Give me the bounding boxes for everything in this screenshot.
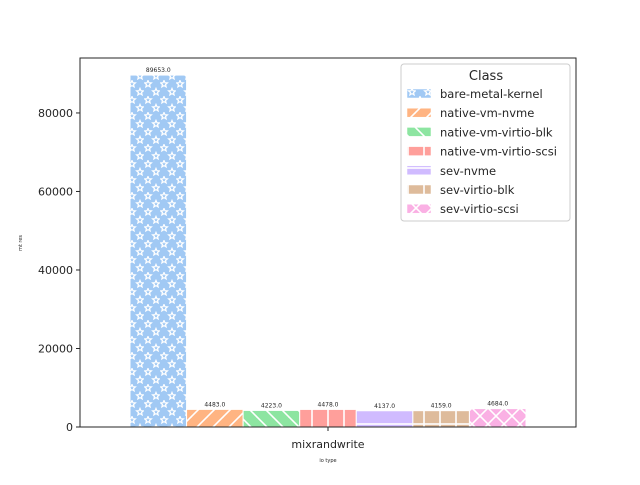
bar-bare-metal-kernel: [129, 74, 188, 428]
legend-swatch-bare-metal-kernel: [406, 88, 432, 99]
legend-swatch-sev-nvme: [406, 165, 432, 176]
legend: Class bare-metal-kernel native-vm-nvme nat…: [400, 63, 571, 222]
legend-label-native-vm-nvme: native-vm-nvme: [440, 106, 534, 120]
legend-label-sev-virtio-blk: sev-virtio-blk: [440, 183, 515, 197]
y-tick-label: 60000: [38, 185, 73, 198]
y-tick-label: 80000: [38, 107, 73, 120]
legend-label-native-vm-virtio-scsi: native-vm-virtio-scsi: [440, 145, 557, 159]
legend-label-bare-metal-kernel: bare-metal-kernel: [440, 87, 543, 101]
legend-title: Class: [469, 69, 503, 84]
x-axis-label: io type: [319, 458, 336, 464]
bar-value-label-sev-nvme: 4137.0: [374, 403, 395, 410]
legend-swatch-native-vm-virtio-blk: [406, 127, 432, 137]
y-axis: 0 20000 40000 60000 80000: [38, 107, 80, 434]
y-tick-label: 20000: [38, 342, 73, 355]
legend-swatch-native-vm-virtio-scsi: [406, 146, 432, 156]
x-tick-label: mixrandwrite: [291, 438, 364, 451]
legend-label-sev-nvme: sev-nvme: [440, 164, 496, 178]
y-tick-label: 0: [66, 421, 73, 434]
legend-swatch-sev-virtio-scsi: [406, 203, 432, 214]
bar-sev-virtio-blk: [412, 410, 470, 428]
bar-value-label-native-vm-virtio-scsi: 4478.0: [318, 401, 339, 408]
bar-native-vm-virtio-blk: [242, 409, 301, 428]
bar-sev-nvme: [355, 410, 414, 428]
bar-value-label-native-vm-virtio-blk: 4223.0: [261, 402, 282, 409]
y-axis-label: mt res: [18, 235, 24, 251]
legend-label-sev-virtio-scsi: sev-virtio-scsi: [440, 202, 519, 216]
bar-value-label-sev-virtio-blk: 4159.0: [431, 403, 452, 410]
bar-native-vm-nvme: [186, 408, 244, 428]
bar-value-label-bare-metal-kernel: 89653.0: [146, 67, 171, 74]
bars-layer: [129, 74, 527, 428]
bar-value-label-native-vm-nvme: 4483.0: [204, 401, 225, 408]
legend-frame: [400, 63, 571, 222]
legend-label-native-vm-virtio-blk: native-vm-virtio-blk: [440, 125, 553, 139]
bar-native-vm-virtio-scsi: [299, 408, 357, 428]
x-axis: mixrandwrite: [291, 427, 365, 451]
value-labels-layer: 89653.0 4483.0 4223.0 4478.0 4137.0 4159.0 468…: [146, 67, 509, 410]
bar-sev-virtio-scsi: [468, 408, 527, 428]
legend-swatch-sev-virtio-blk: [406, 184, 432, 195]
y-tick-label: 40000: [38, 264, 73, 277]
legend-swatch-native-vm-nvme: [406, 107, 432, 118]
bar-value-label-sev-virtio-scsi: 4684.0: [487, 401, 508, 408]
